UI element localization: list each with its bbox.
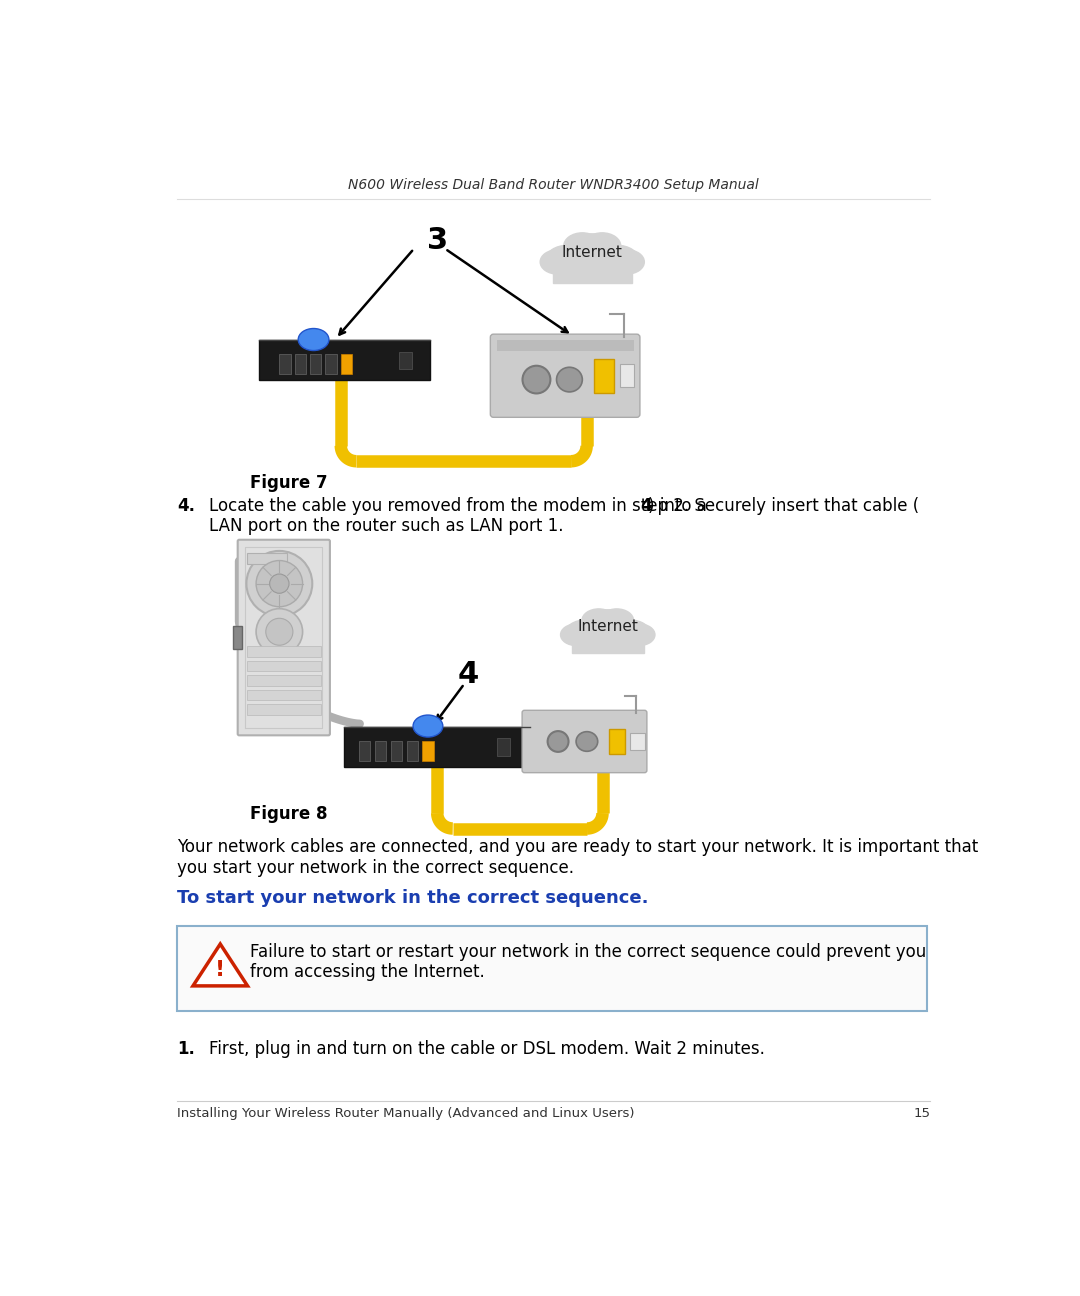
Circle shape (266, 618, 293, 645)
Ellipse shape (609, 250, 645, 273)
Text: To start your network in the correct sequence.: To start your network in the correct seq… (177, 889, 648, 907)
Bar (360, 741, 370, 761)
Bar (375, 741, 386, 761)
Text: Locate the cable you removed from the modem in step 2. Securely insert that cabl: Locate the cable you removed from the mo… (210, 498, 919, 516)
Circle shape (523, 365, 551, 394)
Ellipse shape (582, 610, 633, 644)
Ellipse shape (623, 623, 654, 645)
Text: 4.: 4. (177, 498, 194, 516)
Bar (233, 626, 242, 649)
Ellipse shape (599, 609, 634, 632)
Circle shape (270, 574, 289, 594)
Bar (406, 741, 418, 761)
Bar (399, 351, 413, 369)
Bar (571, 640, 644, 653)
Ellipse shape (595, 245, 638, 275)
Polygon shape (193, 943, 247, 986)
Bar (247, 704, 321, 714)
FancyBboxPatch shape (238, 539, 329, 735)
Text: N600 Wireless Dual Band Router WNDR3400 Setup Manual: N600 Wireless Dual Band Router WNDR3400 … (348, 178, 759, 192)
Text: 3: 3 (427, 227, 448, 255)
Bar (497, 737, 510, 756)
Circle shape (548, 731, 568, 752)
Ellipse shape (564, 233, 600, 259)
Ellipse shape (576, 732, 597, 752)
Ellipse shape (298, 328, 329, 350)
Ellipse shape (583, 233, 621, 259)
Text: Your network cables are connected, and you are ready to start your network. It i: Your network cables are connected, and y… (177, 837, 978, 855)
Text: you start your network in the correct sequence.: you start your network in the correct se… (177, 859, 573, 877)
Text: 1.: 1. (177, 1041, 194, 1059)
Bar (177, 927, 927, 1011)
Bar (247, 689, 321, 700)
Ellipse shape (582, 609, 616, 632)
Ellipse shape (610, 619, 650, 645)
Bar (247, 553, 287, 564)
Ellipse shape (540, 250, 575, 273)
Circle shape (246, 551, 312, 617)
FancyBboxPatch shape (490, 334, 640, 417)
Text: First, plug in and turn on the cable or DSL modem. Wait 2 minutes.: First, plug in and turn on the cable or … (210, 1041, 766, 1059)
Text: 4: 4 (640, 498, 652, 516)
Text: from accessing the Internet.: from accessing the Internet. (251, 963, 485, 981)
Bar (391, 741, 402, 761)
Bar (620, 364, 634, 388)
FancyBboxPatch shape (522, 710, 647, 772)
Bar (259, 341, 430, 380)
Bar (310, 354, 321, 375)
Circle shape (256, 561, 302, 607)
Bar (608, 728, 625, 754)
Bar (345, 727, 530, 767)
Ellipse shape (565, 233, 620, 272)
Text: 4: 4 (458, 660, 478, 689)
Text: ) into a: ) into a (648, 498, 707, 516)
Text: Installing Your Wireless Router Manually (Advanced and Linux Users): Installing Your Wireless Router Manually… (177, 1107, 634, 1120)
Ellipse shape (556, 367, 582, 391)
Bar (280, 354, 291, 375)
Bar (247, 675, 321, 686)
Text: Figure 8: Figure 8 (249, 805, 327, 823)
Ellipse shape (569, 255, 616, 283)
Ellipse shape (566, 619, 605, 645)
Bar (497, 341, 634, 351)
Bar (247, 661, 321, 671)
Ellipse shape (561, 623, 592, 645)
Circle shape (256, 609, 302, 654)
Ellipse shape (413, 715, 443, 737)
Ellipse shape (545, 245, 590, 275)
Bar (594, 359, 613, 393)
Text: LAN port on the router such as LAN port 1.: LAN port on the router such as LAN port … (210, 517, 564, 535)
Text: !: ! (215, 960, 226, 980)
Text: Internet: Internet (578, 619, 638, 634)
Bar (422, 741, 433, 761)
Text: Internet: Internet (562, 245, 623, 260)
Text: Figure 7: Figure 7 (249, 473, 327, 491)
Bar (247, 647, 321, 657)
Bar (553, 267, 632, 283)
Bar (325, 354, 337, 375)
Bar (630, 732, 645, 750)
Ellipse shape (586, 630, 630, 653)
Bar (295, 354, 306, 375)
Bar (341, 354, 352, 375)
Text: Failure to start or restart your network in the correct sequence could prevent y: Failure to start or restart your network… (251, 943, 927, 962)
Text: 15: 15 (914, 1107, 930, 1120)
